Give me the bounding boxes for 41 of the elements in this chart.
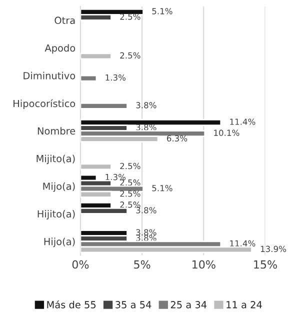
y-tick-label: Otra <box>54 16 75 24</box>
data-label: 2.5% <box>120 162 140 170</box>
y-tick-label: Mijo(a) <box>43 182 75 192</box>
data-label: 3.8% <box>136 124 156 130</box>
legend-label: Más de 55 <box>47 300 96 308</box>
y-tick-label: Hijo(a) <box>44 238 75 248</box>
bar <box>80 102 128 110</box>
x-tick-label: 10% <box>192 260 216 269</box>
x-tick-label: 5% <box>134 260 150 269</box>
legend-label: 11 a 24 <box>226 301 262 308</box>
legend-label: 35 a 54 <box>116 301 152 308</box>
bar <box>80 52 112 60</box>
y-tick-label: Diminutivo <box>24 72 76 80</box>
data-label: 11.4% <box>230 118 256 125</box>
bar <box>80 119 222 126</box>
data-label: 1.3% <box>106 174 126 180</box>
data-label: 3.8% <box>136 207 156 214</box>
data-label: 10.1% <box>214 130 240 136</box>
x-tick-label: 15% <box>254 260 277 269</box>
legend-label: 25 a 34 <box>170 301 207 308</box>
data-label: 2.5% <box>120 179 140 186</box>
data-label: 11.4% <box>230 240 256 247</box>
data-label: 3.8% <box>136 102 156 108</box>
data-label: 2.5% <box>120 190 140 197</box>
y-tick-label: Nombre <box>38 127 76 135</box>
data-label: 5.1% <box>152 184 172 192</box>
data-label: 3.8% <box>136 229 156 236</box>
data-label: 2.5% <box>120 14 140 20</box>
data-label: 1.3% <box>106 74 126 81</box>
y-tick-label: Hipocorístico <box>14 99 76 110</box>
x-tick-label: 0% <box>72 260 89 269</box>
y-tick-label: Hijito(a) <box>38 210 75 220</box>
data-label: 2.5% <box>120 52 140 59</box>
data-label: 5.1% <box>152 8 172 14</box>
data-label: 13.9% <box>260 246 286 252</box>
y-tick-label: Apodo <box>44 44 76 54</box>
bar <box>80 74 98 82</box>
data-label: 3.8% <box>136 234 156 242</box>
data-label: 6.3% <box>166 135 188 142</box>
y-tick-label: Mijito(a) <box>36 154 75 164</box>
bar <box>80 163 112 170</box>
